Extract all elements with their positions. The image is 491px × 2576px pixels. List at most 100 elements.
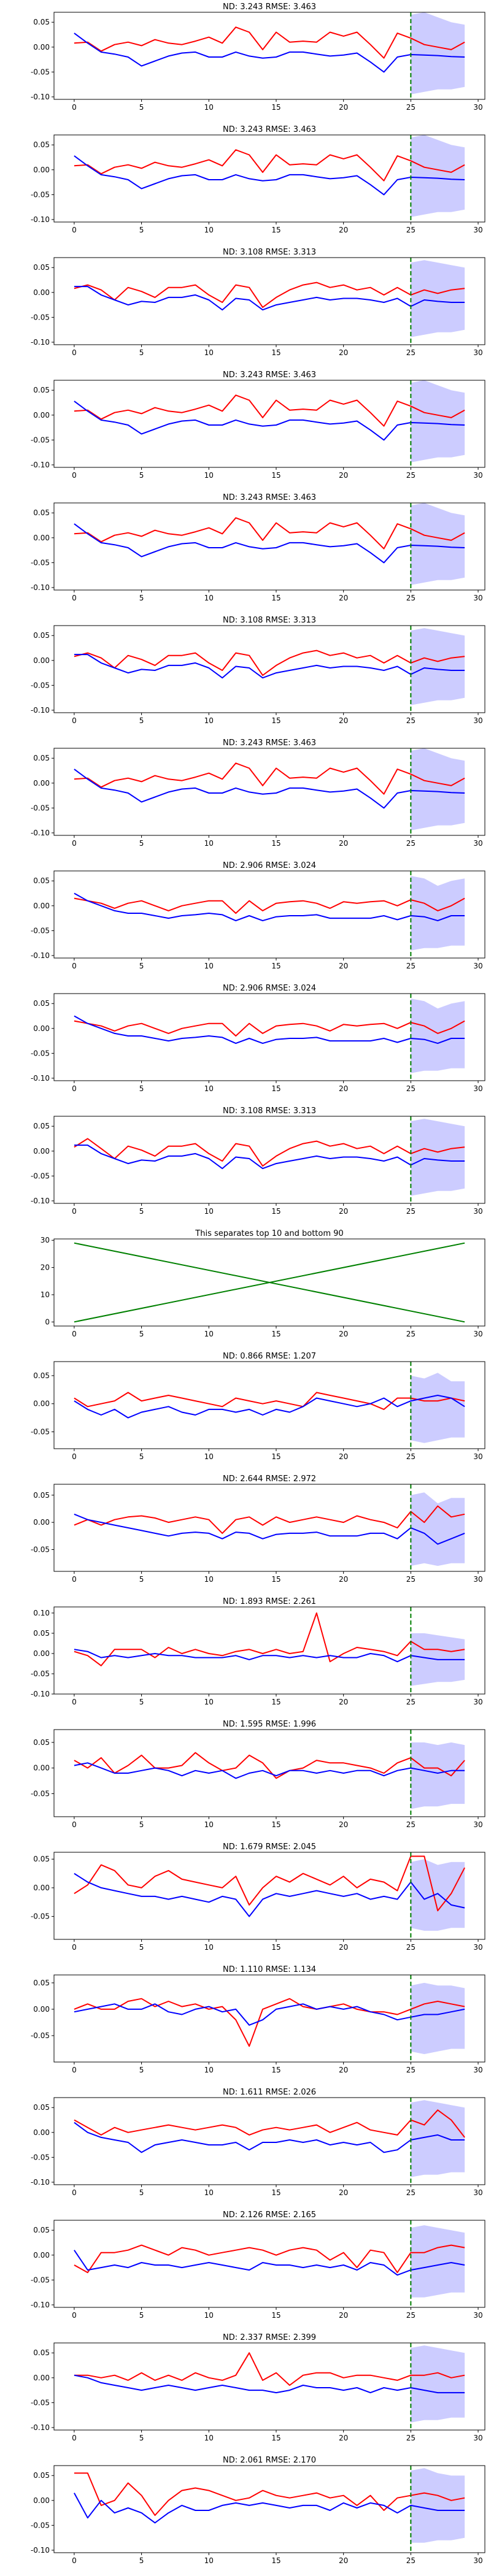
plot-frame xyxy=(53,12,485,100)
x-tick-label: 15 xyxy=(271,1084,280,1093)
plot-frame xyxy=(53,2465,485,2553)
x-tick-label: 10 xyxy=(204,1698,214,1706)
chart-title: ND: 3.243 RMSE: 3.463 xyxy=(223,2,316,12)
x-tick-label: 10 xyxy=(204,1330,214,1338)
chart-panel-2: ND: 3.243 RMSE: 3.463 0 5 10 15 20 25 30 -0.10 -0… xyxy=(31,125,485,234)
y-tick-label: 0.00 xyxy=(33,1764,50,1773)
forecast-line xyxy=(74,654,465,679)
x-tick-label: 0 xyxy=(72,1820,77,1829)
y-tick-label: 0.00 xyxy=(33,43,50,52)
y-tick-label: 0.05 xyxy=(33,754,50,762)
x-tick-label: 5 xyxy=(139,2434,144,2442)
chart-title: ND: 2.644 RMSE: 2.972 xyxy=(223,1474,316,1484)
y-tick-label: 0.00 xyxy=(33,2128,50,2137)
x-tick-label: 0 xyxy=(72,839,77,848)
y-tick-label: -0.10 xyxy=(31,1074,50,1083)
x-tick-label: 5 xyxy=(139,1820,144,1829)
x-tick-label: 15 xyxy=(271,1575,280,1584)
chart-title: ND: 2.337 RMSE: 2.399 xyxy=(223,2333,316,2342)
x-tick-label: 5 xyxy=(139,226,144,234)
plot-frame xyxy=(53,380,485,468)
chart-title: ND: 0.866 RMSE: 1.207 xyxy=(223,1352,316,1361)
forecast-band xyxy=(411,876,465,951)
x-tick-label: 15 xyxy=(271,1207,280,1216)
forecast-line xyxy=(74,2003,465,2026)
y-tick-label: -0.05 xyxy=(31,313,50,321)
y-tick-label: 0.10 xyxy=(33,1609,50,1617)
y-tick-label: 0.05 xyxy=(33,2348,50,2357)
forecast-line xyxy=(74,2493,465,2524)
y-tick-label: -0.05 xyxy=(31,2275,50,2284)
forecast-band xyxy=(411,2468,465,2543)
x-tick-label: 5 xyxy=(139,716,144,725)
plot-frame xyxy=(53,257,485,345)
forecast-band xyxy=(411,1373,465,1443)
x-tick-label: 30 xyxy=(473,471,482,480)
x-tick-label: 0 xyxy=(72,1330,77,1338)
forecast-line xyxy=(74,286,465,311)
x-tick-label: 25 xyxy=(406,226,416,234)
plot-frame xyxy=(53,1361,485,1449)
y-tick-label: 0 xyxy=(45,1317,50,1326)
y-tick-label: -0.05 xyxy=(31,1546,50,1554)
forecast-line xyxy=(74,1873,465,1917)
plot-frame xyxy=(53,1116,485,1204)
actual-line xyxy=(74,1138,465,1167)
separator-line xyxy=(74,1242,465,1323)
x-tick-label: 5 xyxy=(139,2556,144,2565)
x-tick-label: 5 xyxy=(139,471,144,480)
x-tick-label: 30 xyxy=(473,1452,482,1461)
y-tick-label: 0.00 xyxy=(33,411,50,420)
actual-line xyxy=(74,650,465,677)
x-tick-label: 30 xyxy=(473,1698,482,1706)
plot-frame xyxy=(53,1729,485,1817)
x-tick-label: 0 xyxy=(72,1084,77,1093)
chart-panel-19: ND: 2.126 RMSE: 2.165 0 5 10 15 20 25 30 -0.10 -0… xyxy=(31,2210,485,2320)
chart-panel-1: ND: 3.243 RMSE: 3.463 0 5 10 15 20 25 30 -0.10 -0… xyxy=(31,2,485,112)
y-tick-label: -0.05 xyxy=(31,1171,50,1180)
forecast-band xyxy=(411,2225,465,2298)
y-tick-label: -0.10 xyxy=(31,706,50,715)
x-tick-label: 20 xyxy=(339,1820,348,1829)
x-tick-label: 0 xyxy=(72,348,77,357)
y-tick-label: 0.00 xyxy=(33,902,50,910)
actual-line xyxy=(74,897,465,914)
x-tick-label: 15 xyxy=(271,2188,280,2197)
x-tick-label: 15 xyxy=(271,2066,280,2074)
y-tick-label: -0.10 xyxy=(31,1690,50,1698)
x-tick-label: 5 xyxy=(139,1575,144,1584)
plot-frame xyxy=(53,502,485,591)
y-tick-label: -0.05 xyxy=(31,681,50,689)
x-tick-label: 30 xyxy=(473,226,482,234)
y-tick-label: 0.00 xyxy=(33,1518,50,1527)
x-tick-label: 5 xyxy=(139,839,144,848)
x-tick-label: 30 xyxy=(473,348,482,357)
x-tick-label: 25 xyxy=(406,1452,416,1461)
x-tick-label: 25 xyxy=(406,2066,416,2074)
x-tick-label: 15 xyxy=(271,471,280,480)
forecast-band xyxy=(411,999,465,1073)
x-tick-label: 5 xyxy=(139,2311,144,2320)
actual-line xyxy=(74,1752,465,1779)
y-tick-label: 0.00 xyxy=(33,656,50,665)
x-tick-label: 10 xyxy=(204,471,214,480)
x-tick-label: 30 xyxy=(473,594,482,602)
chart-panel-11: This separates top 10 and bottom 90 0 5 10 1… xyxy=(41,1229,485,1338)
x-tick-label: 25 xyxy=(406,594,416,602)
y-tick-label: 0.05 xyxy=(33,1979,50,1987)
chart-panel-14: ND: 1.893 RMSE: 2.261 0 5 10 15 20 25 30 -0.10 -0… xyxy=(31,1597,485,1706)
x-tick-label: 15 xyxy=(271,594,280,602)
x-tick-label: 0 xyxy=(72,1207,77,1216)
x-tick-label: 25 xyxy=(406,1943,416,1952)
y-tick-label: 0.05 xyxy=(33,1738,50,1747)
actual-line xyxy=(74,517,465,550)
y-tick-label: -0.05 xyxy=(31,435,50,444)
x-tick-label: 10 xyxy=(204,2311,214,2320)
x-tick-label: 5 xyxy=(139,1452,144,1461)
chart-title: ND: 1.679 RMSE: 2.045 xyxy=(223,1842,316,1852)
chart-panel-21: ND: 2.061 RMSE: 2.170 0 5 10 15 20 25 30 -0.10 -0… xyxy=(31,2456,485,2565)
y-tick-label: -0.05 xyxy=(31,558,50,567)
plot-frame xyxy=(53,1606,485,1695)
chart-title: ND: 2.061 RMSE: 2.170 xyxy=(223,2456,316,2465)
x-tick-label: 10 xyxy=(204,1943,214,1952)
